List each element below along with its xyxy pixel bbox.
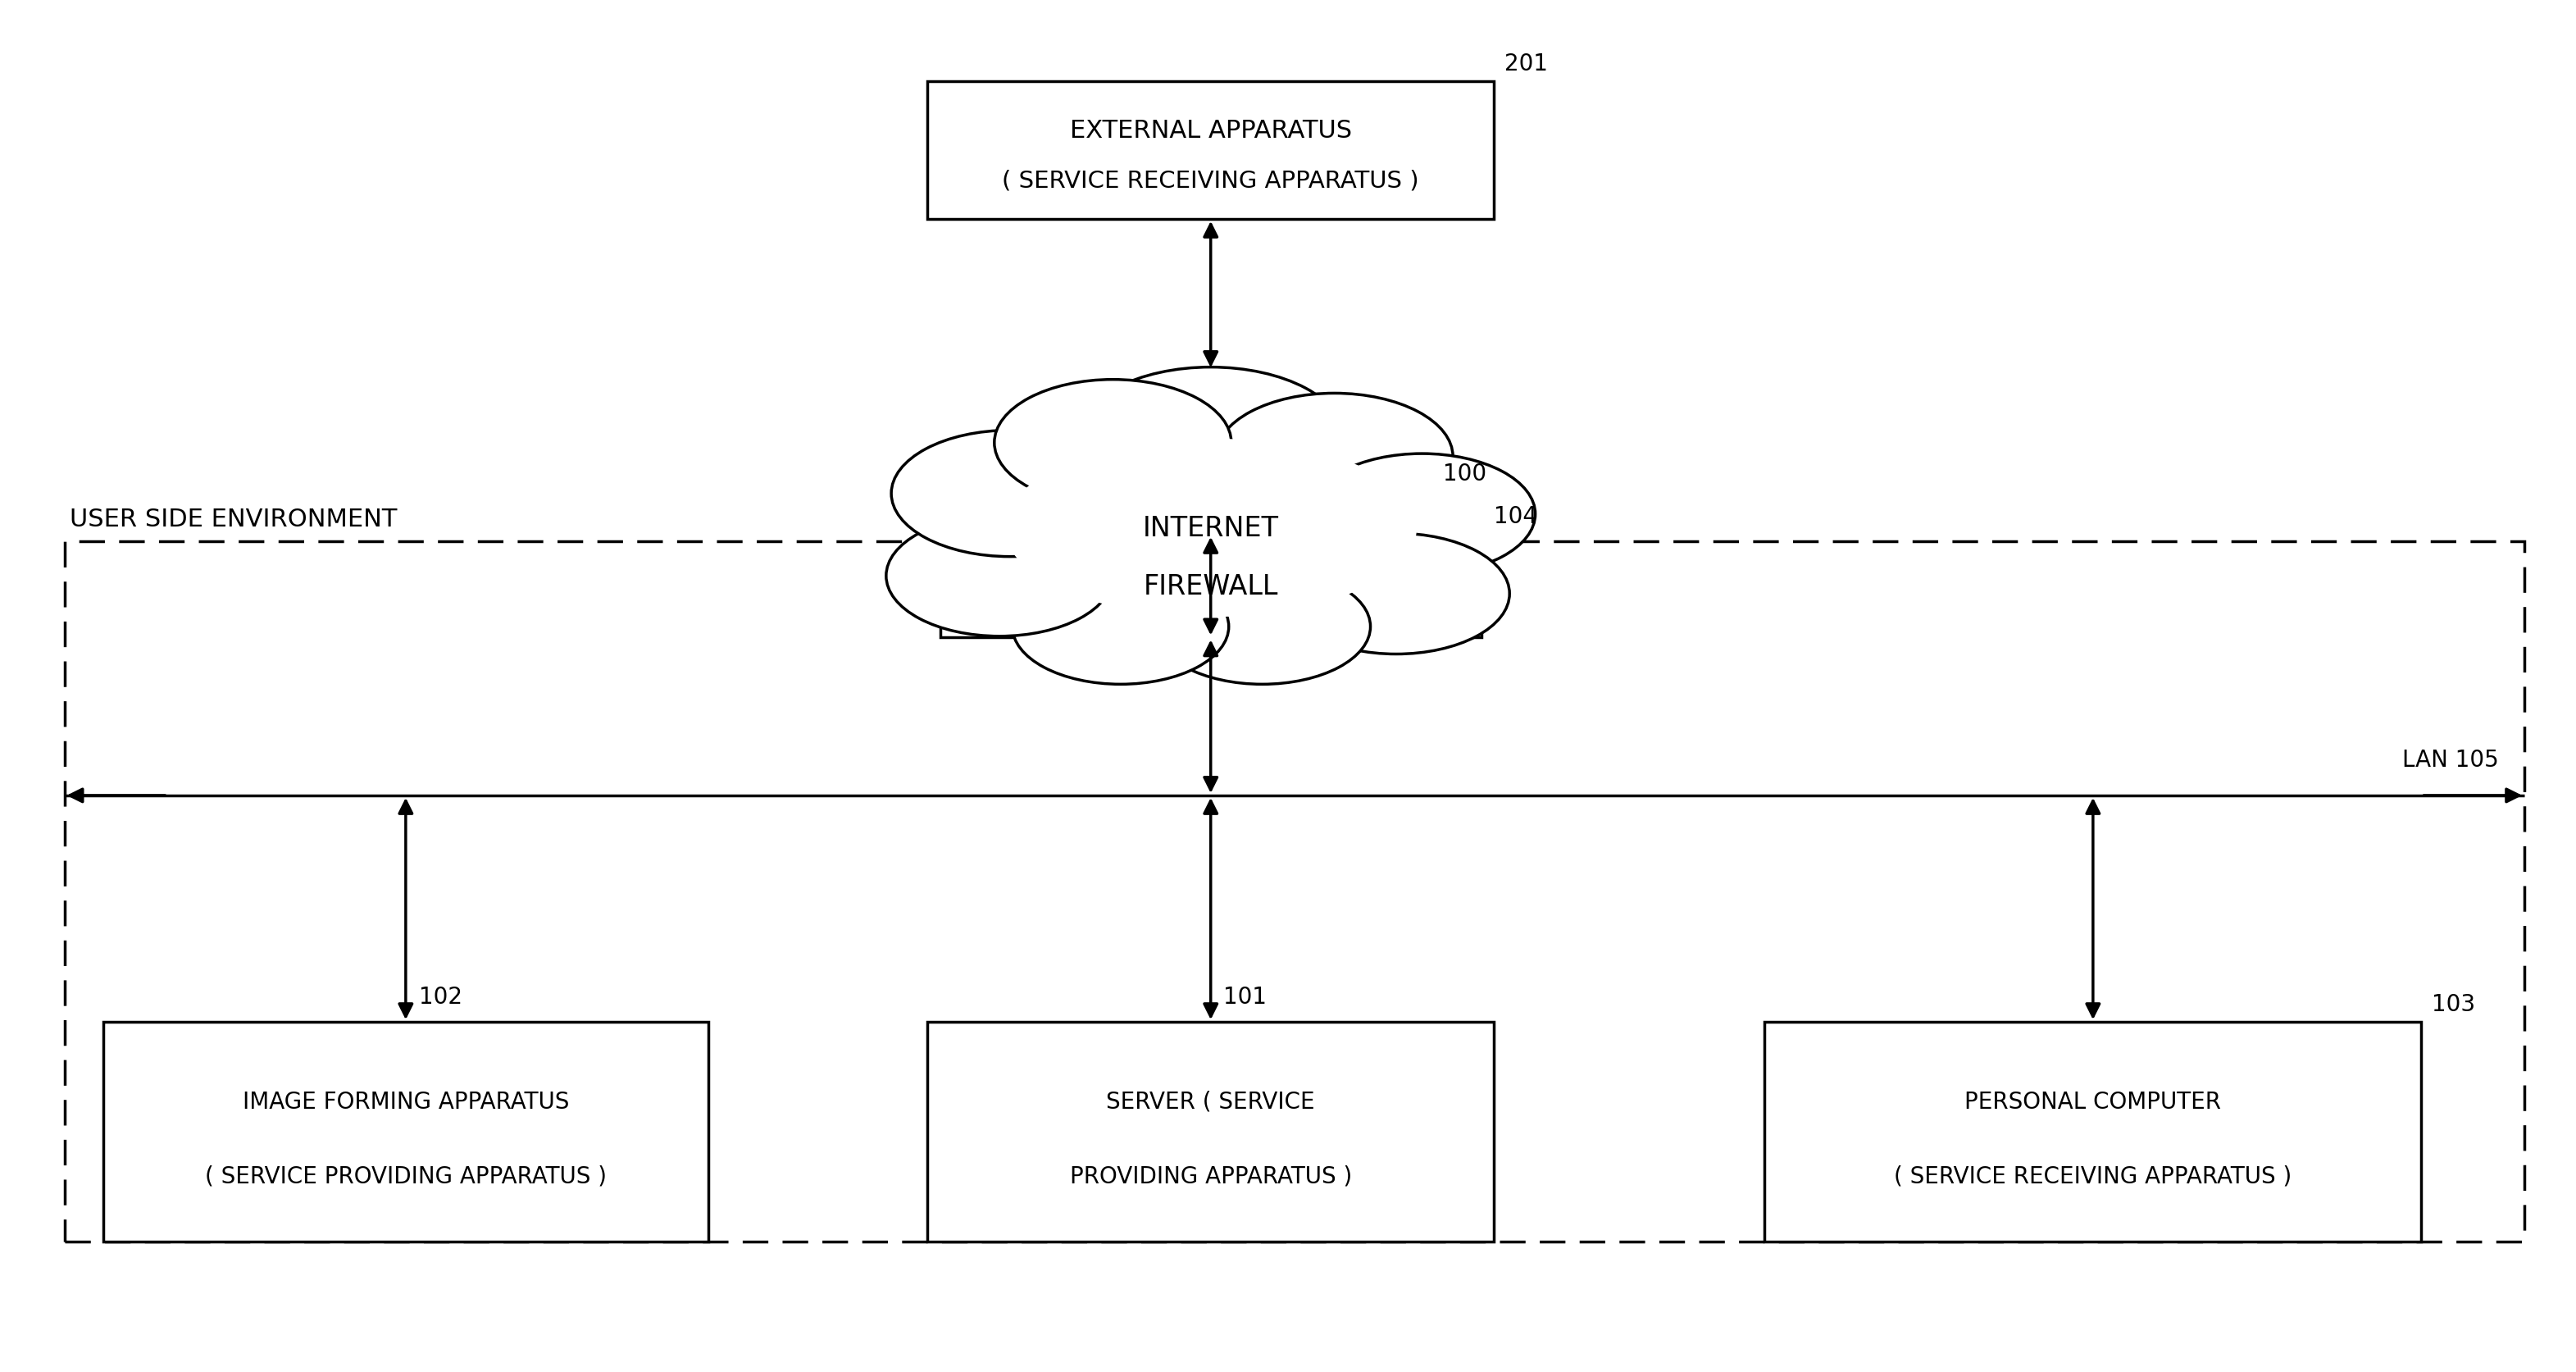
Text: 103: 103 — [2432, 992, 2476, 1015]
Text: 101: 101 — [1224, 985, 1267, 1008]
Circle shape — [891, 431, 1128, 557]
Text: IMAGE FORMING APPARATUS: IMAGE FORMING APPARATUS — [242, 1089, 569, 1113]
Text: PERSONAL COMPUTER: PERSONAL COMPUTER — [1965, 1089, 2221, 1113]
Text: 201: 201 — [1504, 52, 1548, 75]
Text: USER SIDE ENVIRONMENT: USER SIDE ENVIRONMENT — [70, 508, 397, 531]
Text: ( SERVICE RECEIVING APPARATUS ): ( SERVICE RECEIVING APPARATUS ) — [1893, 1165, 2293, 1187]
Text: 104: 104 — [1494, 505, 1538, 528]
Circle shape — [1283, 534, 1510, 654]
Circle shape — [1012, 569, 1229, 685]
Circle shape — [994, 380, 1231, 506]
Text: INTERNET: INTERNET — [1144, 514, 1278, 542]
FancyBboxPatch shape — [940, 535, 1481, 638]
FancyBboxPatch shape — [927, 1022, 1494, 1242]
Text: FIREWALL: FIREWALL — [1144, 573, 1278, 600]
Text: ( SERVICE RECEIVING APPARATUS ): ( SERVICE RECEIVING APPARATUS ) — [1002, 170, 1419, 192]
Text: SERVER ( SERVICE: SERVER ( SERVICE — [1105, 1089, 1316, 1113]
Circle shape — [886, 516, 1113, 637]
Text: 100: 100 — [1443, 462, 1486, 484]
Text: ( SERVICE PROVIDING APPARATUS ): ( SERVICE PROVIDING APPARATUS ) — [206, 1165, 605, 1187]
Text: PROVIDING APPARATUS ): PROVIDING APPARATUS ) — [1069, 1165, 1352, 1187]
Circle shape — [1216, 394, 1453, 520]
Text: EXTERNAL APPARATUS: EXTERNAL APPARATUS — [1069, 118, 1352, 143]
Ellipse shape — [1005, 439, 1417, 617]
Ellipse shape — [974, 409, 1448, 649]
Circle shape — [1154, 569, 1370, 685]
FancyBboxPatch shape — [1765, 1022, 2421, 1242]
FancyBboxPatch shape — [927, 82, 1494, 220]
Text: 102: 102 — [417, 985, 461, 1008]
Circle shape — [1309, 454, 1535, 575]
FancyBboxPatch shape — [103, 1022, 708, 1242]
Text: LAN 105: LAN 105 — [2403, 748, 2499, 771]
Circle shape — [1077, 368, 1345, 510]
